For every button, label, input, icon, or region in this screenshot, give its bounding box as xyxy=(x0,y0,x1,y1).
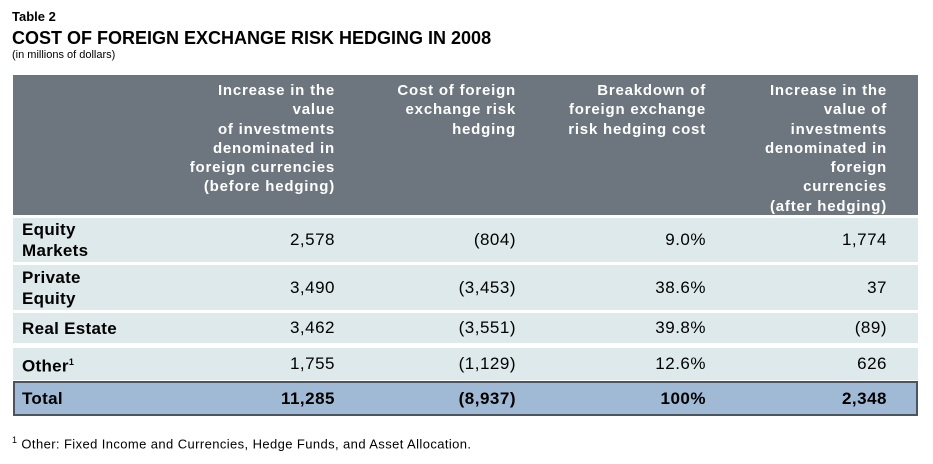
column-header: Cost of foreign exchange risk hedging xyxy=(397,82,516,138)
header-row: Increase in the value of investments den… xyxy=(13,75,918,215)
cell: 3,490 xyxy=(289,277,335,297)
cell: 2,348 xyxy=(841,388,887,408)
row-label: Total xyxy=(22,383,63,414)
cell: (1,129) xyxy=(458,354,516,373)
row-label-text: Total xyxy=(22,389,63,408)
total-row: Total 11,285 (8,937) 100% 2,348 xyxy=(13,381,918,416)
column-header: Increase in the value of investments den… xyxy=(189,82,335,196)
row-label: Private Equity xyxy=(22,265,81,310)
cell: 9.0% xyxy=(665,230,706,249)
row-label: Other1 xyxy=(22,348,74,380)
cell: 100% xyxy=(660,388,706,408)
row-label: Equity Markets xyxy=(22,218,88,262)
row-label-text: Equity Markets xyxy=(22,220,89,260)
footnote-ref: 1 xyxy=(68,356,75,367)
cell: (3,453) xyxy=(458,277,516,297)
cell: (3,551) xyxy=(458,318,516,337)
footnote: 1 Other: Fixed Income and Currencies, He… xyxy=(12,435,471,451)
cell: 12.6% xyxy=(655,354,706,373)
footnote-marker: 1 xyxy=(12,435,18,445)
cell: 626 xyxy=(857,354,887,373)
table-row: Other1 1,755 (1,129) 12.6% 626 xyxy=(13,348,918,380)
cell: (8,937) xyxy=(458,388,516,408)
table-title: COST OF FOREIGN EXCHANGE RISK HEDGING IN… xyxy=(12,28,492,48)
column-header: Breakdown of foreign exchange risk hedgi… xyxy=(568,82,706,138)
cell: 38.6% xyxy=(655,277,706,297)
column-header: Increase in the value of investments den… xyxy=(764,82,887,215)
table-row: Real Estate 3,462 (3,551) 39.8% (89) xyxy=(13,313,918,343)
row-label: Real Estate xyxy=(22,313,117,343)
row-label-text: Real Estate xyxy=(22,318,117,338)
row-label-text: Other1 xyxy=(22,356,75,376)
cell: 39.8% xyxy=(655,318,706,337)
table-subtitle: (in millions of dollars) xyxy=(12,49,116,61)
cell: 11,285 xyxy=(280,388,335,408)
cell: (804) xyxy=(473,230,516,249)
cell: (89) xyxy=(854,318,887,337)
footnote-text: Other: Fixed Income and Currencies, Hedg… xyxy=(21,436,472,452)
table-row: Private Equity 3,490 (3,453) 38.6% 37 xyxy=(13,265,918,310)
table-row: Equity Markets 2,578 (804) 9.0% 1,774 xyxy=(13,218,918,262)
cell: 1,774 xyxy=(841,230,887,249)
cell: 1,755 xyxy=(289,354,335,373)
table-label: Table 2 xyxy=(12,9,56,24)
cell: 37 xyxy=(867,277,887,297)
cell: 3,462 xyxy=(289,318,335,337)
row-label-text: Private Equity xyxy=(22,267,81,308)
cell: 2,578 xyxy=(289,230,335,249)
